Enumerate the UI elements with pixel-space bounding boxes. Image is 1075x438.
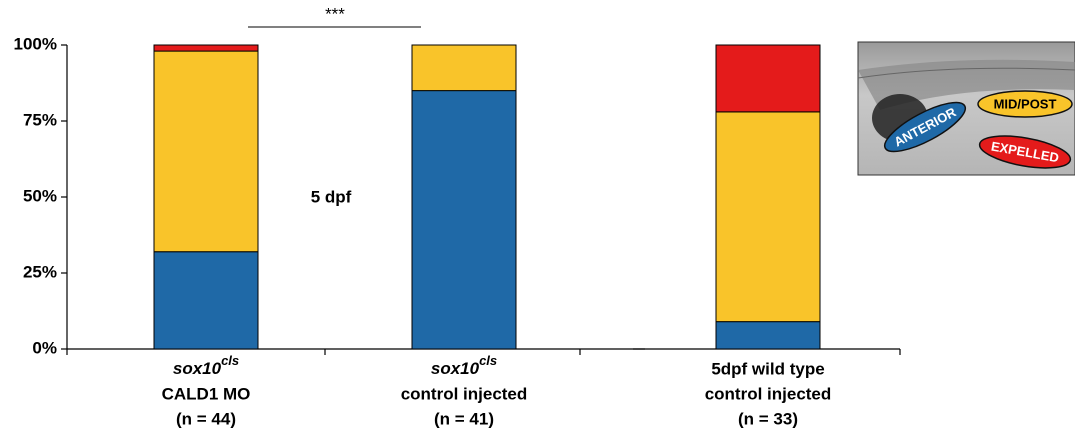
genotype-superscript: cls <box>221 353 239 368</box>
bar-segment <box>716 112 820 322</box>
x-tick-label: CALD1 MO <box>162 384 251 403</box>
genotype: sox10 <box>173 359 222 378</box>
y-tick-label: 25% <box>23 262 57 281</box>
significance-label: *** <box>325 4 345 23</box>
genotype-superscript: cls <box>479 353 497 368</box>
y-tick-label: 75% <box>23 110 57 129</box>
bar-segment <box>716 322 820 349</box>
x-tick-label: (n = 44) <box>176 409 236 428</box>
y-tick-label: 50% <box>23 186 57 205</box>
chart: ANTERIORMID/POSTEXPELLED 0%25%50%75%100%… <box>0 0 1075 438</box>
x-tick-label: (n = 33) <box>738 409 798 428</box>
x-tick-label: control injected <box>705 384 832 403</box>
genotype: sox10 <box>431 359 480 378</box>
stage-label: 5 dpf <box>311 187 352 206</box>
x-tick-label: 5dpf wild type <box>711 359 824 378</box>
x-tick-label: control injected <box>401 384 528 403</box>
bar-segment <box>154 51 258 252</box>
y-tick-label: 0% <box>32 338 57 357</box>
bar-segment <box>154 45 258 51</box>
bar-segment <box>154 252 258 349</box>
bar-segment <box>716 45 820 112</box>
x-tick-label: sox10cls <box>173 353 239 378</box>
legend-label: MID/POST <box>994 96 1057 111</box>
bar-segment <box>412 91 516 349</box>
bar-segment <box>412 45 516 91</box>
y-tick-label: 100% <box>14 34 57 53</box>
x-tick-label: sox10cls <box>431 353 497 378</box>
x-tick-label: (n = 41) <box>434 409 494 428</box>
